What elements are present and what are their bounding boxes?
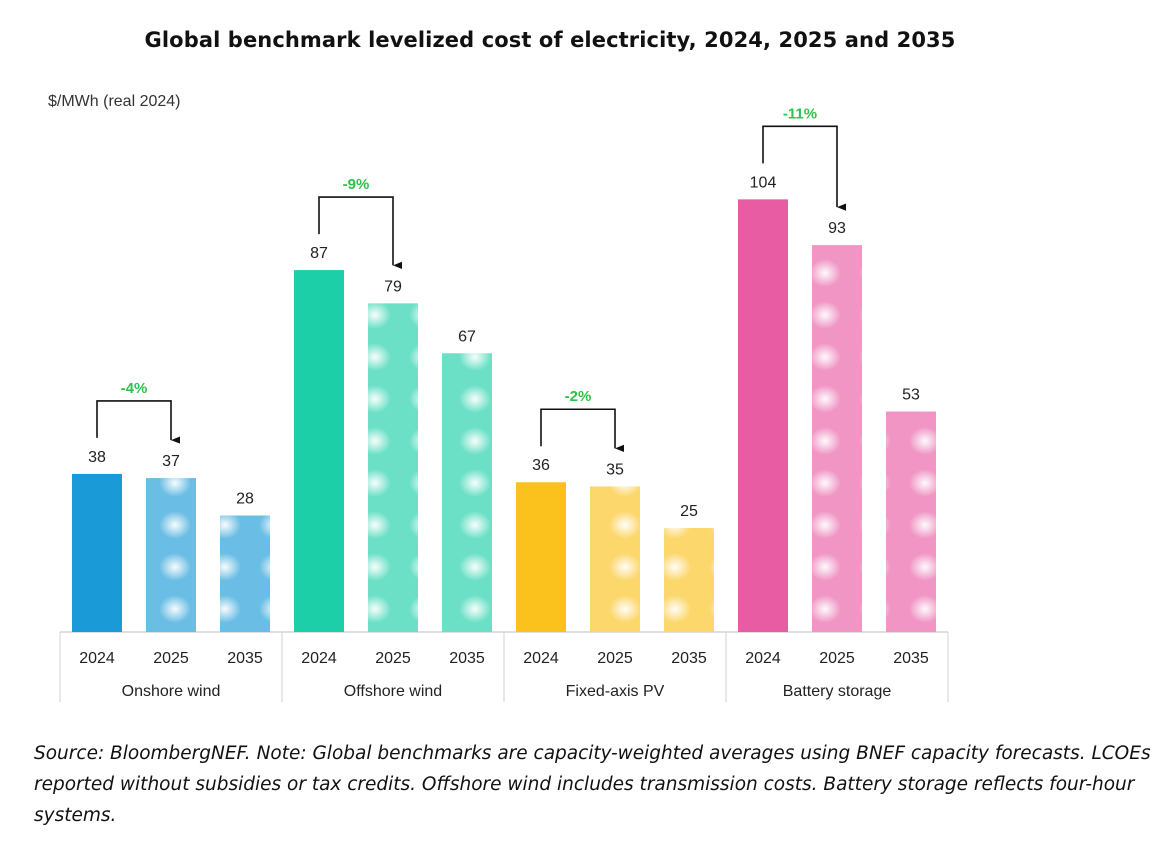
change-arrow xyxy=(540,408,615,448)
x-tick-label: 2025 xyxy=(819,650,855,667)
x-tick-label: 2035 xyxy=(893,650,929,667)
bar-value-label: 35 xyxy=(606,461,624,478)
bar-battery-storage-2025 xyxy=(812,245,862,632)
bar-value-label: 53 xyxy=(902,387,920,404)
change-percent-label: -9% xyxy=(343,176,370,193)
x-tick-label: 2035 xyxy=(449,650,485,667)
x-tick-label: 2025 xyxy=(153,650,189,667)
bar-battery-storage-2035 xyxy=(886,411,936,632)
bar-value-label: 25 xyxy=(680,503,698,520)
x-tick-label: 2035 xyxy=(671,650,707,667)
bar-onshore-wind-2025 xyxy=(146,478,196,632)
x-tick-label: 2024 xyxy=(745,650,781,667)
bar-battery-storage-2024 xyxy=(738,199,788,633)
bar-fixed-axis-pv-2025 xyxy=(590,486,640,632)
bar-offshore-wind-2035 xyxy=(442,353,492,632)
source-note: Source: BloombergNEF. Note: Global bench… xyxy=(34,743,1151,826)
change-percent-label: -11% xyxy=(783,105,817,122)
bar-value-label: 79 xyxy=(384,278,402,295)
change-arrow xyxy=(96,400,171,440)
bar-value-label: 87 xyxy=(310,245,328,262)
bar-offshore-wind-2024 xyxy=(294,270,344,632)
change-arrow xyxy=(762,125,837,207)
bar-chart: 38 2024 37 2025 28 2035 Onshore wind -4% 87 2024 7… xyxy=(59,105,949,702)
chart-title: Global benchmark levelized cost of elect… xyxy=(144,28,956,52)
bar-value-label: 38 xyxy=(88,449,106,466)
bar-value-label: 104 xyxy=(750,174,777,191)
change-arrow xyxy=(318,196,393,265)
change-percent-label: -4% xyxy=(121,380,148,397)
x-tick-label: 2024 xyxy=(301,650,337,667)
change-percent-label: -2% xyxy=(565,388,592,405)
x-tick-label: 2035 xyxy=(227,650,263,667)
bar-value-label: 37 xyxy=(162,453,180,470)
x-tick-label: 2024 xyxy=(79,650,115,667)
x-tick-label: 2025 xyxy=(375,650,411,667)
bar-value-label: 28 xyxy=(236,491,254,508)
group-label: Offshore wind xyxy=(344,683,442,700)
bar-offshore-wind-2025 xyxy=(368,303,418,632)
bar-fixed-axis-pv-2024 xyxy=(516,482,566,632)
bar-value-label: 36 xyxy=(532,457,550,474)
bar-value-label: 93 xyxy=(828,220,846,237)
x-tick-label: 2024 xyxy=(523,650,559,667)
bar-onshore-wind-2024 xyxy=(72,473,122,632)
bar-onshore-wind-2035 xyxy=(220,515,270,632)
bar-value-label: 67 xyxy=(458,328,476,345)
y-axis-unit-label: $/MWh (real 2024) xyxy=(48,93,181,110)
group-label: Fixed-axis PV xyxy=(566,683,665,700)
bar-fixed-axis-pv-2035 xyxy=(664,528,714,632)
x-tick-label: 2025 xyxy=(597,650,633,667)
group-label: Battery storage xyxy=(783,683,892,700)
group-label: Onshore wind xyxy=(122,683,221,700)
